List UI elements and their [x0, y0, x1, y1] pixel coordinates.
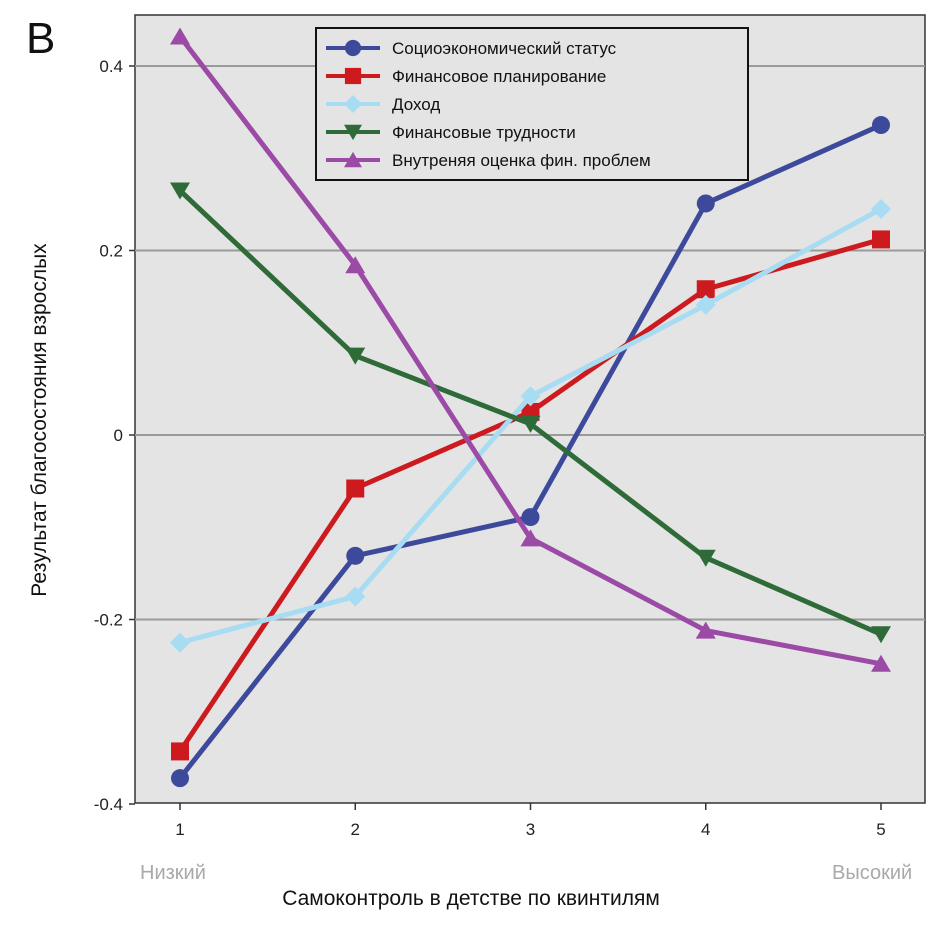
y-tick-label: 0.4	[99, 57, 123, 76]
x-tick-label: 5	[876, 820, 885, 839]
legend: Социоэкономический статус Финансовое план…	[315, 27, 749, 181]
data-point	[695, 549, 716, 567]
x-tick-label: 2	[351, 820, 360, 839]
data-point	[521, 508, 540, 527]
series-4	[170, 182, 891, 644]
data-point	[346, 479, 365, 498]
data-point	[872, 230, 890, 249]
legend-marker	[344, 151, 362, 168]
series-group	[170, 27, 891, 788]
y-tick-label: 0.2	[99, 242, 123, 261]
y-axis-label: Результат благосостояния взрослых	[28, 243, 51, 597]
series-3	[170, 198, 891, 653]
data-point	[520, 529, 541, 547]
data-point	[170, 632, 190, 653]
panel-letter: B	[26, 14, 56, 63]
y-tick-label: 0	[114, 426, 123, 445]
data-point	[520, 386, 541, 407]
legend-label: Финансовое планирование	[392, 67, 606, 86]
data-point	[170, 27, 190, 45]
legend-item: Финансовые трудности	[326, 123, 576, 142]
data-point	[345, 347, 366, 365]
data-point	[171, 742, 189, 761]
y-axis-ticks: -0.4 -0.2 0 0.2 0.4	[94, 57, 135, 814]
legend-marker	[344, 124, 362, 141]
data-point	[695, 294, 716, 315]
x-tick-label: 4	[701, 820, 710, 839]
x-high-label: Высокий	[832, 862, 913, 884]
data-point	[346, 546, 365, 565]
legend-item: Социоэкономический статус	[326, 39, 617, 58]
x-tick-label: 3	[526, 820, 535, 839]
data-point	[871, 198, 891, 219]
legend-item: Доход	[326, 95, 440, 114]
data-point	[345, 586, 366, 607]
data-point	[695, 621, 716, 639]
series-1	[171, 116, 890, 788]
legend-item: Финансовое планирование	[326, 67, 606, 86]
data-point	[520, 415, 541, 433]
data-point	[872, 116, 890, 135]
data-point	[171, 769, 189, 788]
data-point	[696, 280, 715, 299]
legend-label: Финансовые трудности	[392, 123, 576, 142]
y-tick-label: -0.2	[94, 611, 123, 630]
legend-marker	[344, 39, 362, 57]
series-5	[170, 27, 891, 672]
legend-marker	[344, 95, 362, 113]
x-low-label: Низкий	[140, 862, 206, 884]
x-axis-label: Самоконтроль в детстве по квинтилям	[282, 887, 660, 910]
data-point	[871, 626, 891, 644]
legend-item: Внутреняя оценка фин. проблем	[326, 151, 651, 170]
data-point	[170, 182, 190, 200]
y-tick-label: -0.4	[94, 795, 123, 814]
legend-box	[315, 27, 749, 181]
data-point	[871, 654, 891, 672]
x-axis-ticks: 1 2 3 4 5	[175, 803, 886, 839]
legend-marker	[344, 67, 362, 85]
legend-label: Внутреняя оценка фин. проблем	[392, 151, 651, 170]
legend-label: Социоэкономический статус	[392, 39, 617, 58]
data-point	[696, 194, 715, 213]
data-point	[345, 256, 366, 274]
legend-label: Доход	[392, 95, 440, 114]
x-tick-label: 1	[175, 820, 184, 839]
